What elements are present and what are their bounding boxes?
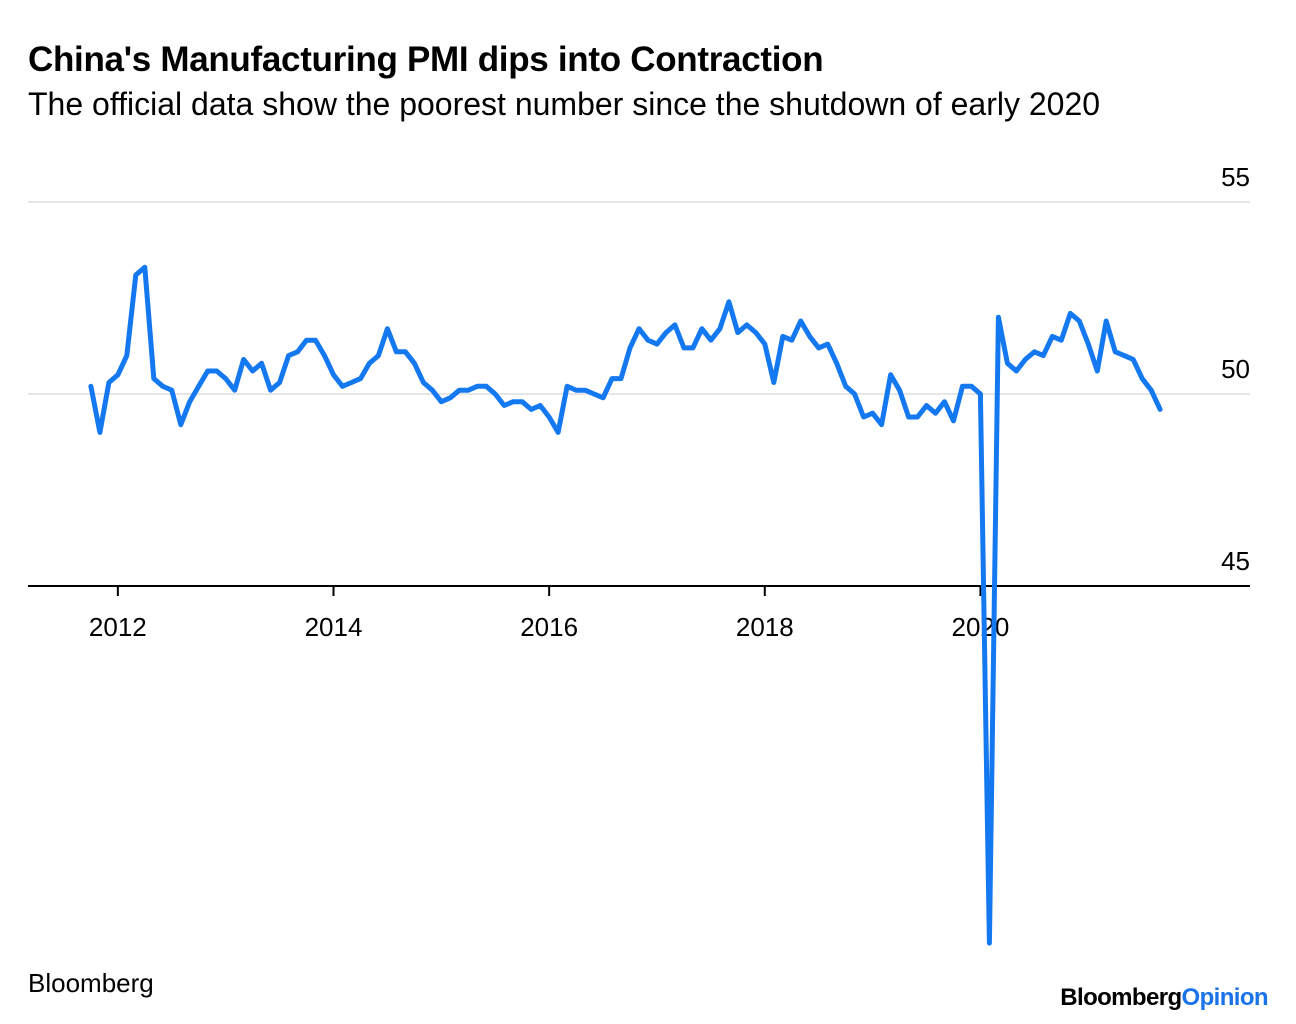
x-tick-label: 2012 bbox=[89, 612, 147, 642]
y-axis-tick-labels: 55 50 45 bbox=[1221, 162, 1250, 576]
y-tick-label: 55 bbox=[1221, 162, 1250, 192]
x-axis-tick-labels: 2012 2014 2016 2018 2020 bbox=[89, 612, 1009, 642]
chart-title: China's Manufacturing PMI dips into Cont… bbox=[28, 40, 824, 79]
x-tick-label: 2018 bbox=[736, 612, 794, 642]
bloomberg-opinion-logo: BloombergOpinion bbox=[1060, 984, 1268, 1012]
series-group bbox=[88, 264, 1163, 946]
x-tick-label: 2020 bbox=[952, 612, 1010, 642]
brand-part-opinion: Opinion bbox=[1181, 984, 1269, 1011]
pmi-series-line bbox=[88, 264, 1163, 946]
y-tick-label: 50 bbox=[1221, 354, 1250, 384]
x-tick-label: 2016 bbox=[520, 612, 578, 642]
brand-part-bloomberg: Bloomberg bbox=[1060, 984, 1182, 1011]
gridlines bbox=[28, 201, 1250, 395]
y-tick-label: 45 bbox=[1221, 546, 1250, 576]
x-tick-label: 2014 bbox=[305, 612, 363, 642]
chart-subtitle: The official data show the poorest numbe… bbox=[28, 86, 1101, 122]
source-label: Bloomberg bbox=[28, 968, 154, 998]
x-axis bbox=[28, 585, 1250, 596]
